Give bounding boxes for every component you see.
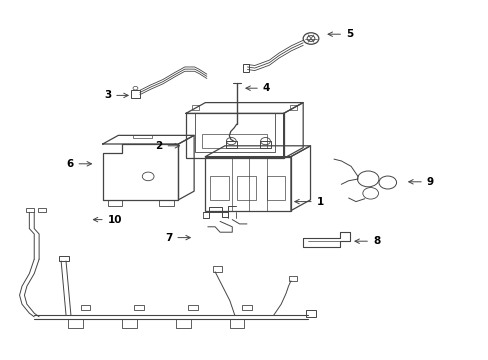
- Text: 3: 3: [104, 90, 128, 100]
- Bar: [242, 64, 249, 72]
- Bar: [191, 105, 199, 110]
- Bar: [212, 266, 222, 272]
- Text: 2: 2: [155, 141, 179, 151]
- Bar: [210, 176, 228, 200]
- Text: 8: 8: [354, 236, 379, 246]
- Bar: [225, 141, 236, 148]
- Bar: [159, 200, 173, 206]
- Text: 4: 4: [245, 83, 270, 93]
- Bar: [194, 113, 274, 152]
- Bar: [288, 276, 297, 281]
- Bar: [202, 134, 267, 148]
- Bar: [59, 256, 69, 261]
- Bar: [38, 208, 46, 212]
- Bar: [131, 90, 140, 98]
- Text: 9: 9: [408, 177, 433, 187]
- Text: 6: 6: [66, 159, 91, 169]
- Bar: [188, 305, 198, 310]
- Bar: [107, 200, 122, 206]
- Text: 1: 1: [294, 197, 323, 207]
- Text: 5: 5: [327, 29, 352, 39]
- Bar: [205, 157, 290, 211]
- Bar: [305, 310, 316, 317]
- Bar: [289, 105, 297, 110]
- Bar: [260, 141, 270, 148]
- Bar: [185, 113, 283, 158]
- Bar: [26, 208, 34, 212]
- Bar: [242, 305, 251, 310]
- Bar: [133, 135, 152, 138]
- Bar: [266, 176, 285, 200]
- Bar: [81, 305, 90, 310]
- Bar: [237, 176, 255, 200]
- Bar: [134, 305, 144, 310]
- Text: 10: 10: [93, 215, 122, 225]
- Text: 7: 7: [164, 233, 190, 243]
